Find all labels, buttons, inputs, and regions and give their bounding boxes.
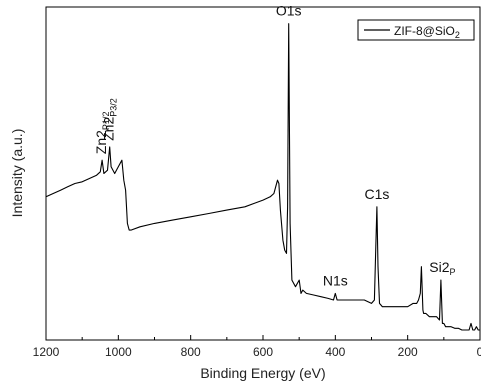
x-axis-ticks: 1200 1000 800 600 400 200 0 <box>33 335 481 359</box>
peak-label-o1s: O1s <box>276 3 302 19</box>
x-tick-label: 200 <box>398 345 418 359</box>
x-tick-label: 800 <box>181 345 201 359</box>
legend: ZIF-8@SiO2 <box>357 19 475 41</box>
x-tick-label: 1200 <box>33 345 60 359</box>
x-axis-title: Binding Energy (eV) <box>200 365 325 381</box>
series-line-zif8-sio2 <box>45 23 480 331</box>
peak-label-n1s: N1s <box>323 272 348 288</box>
x-tick-label: 600 <box>253 345 273 359</box>
x-tick-label: 0 <box>477 345 481 359</box>
peak-label-zn2-p3-2: Zn2P3/2 <box>101 98 119 141</box>
legend-box <box>357 19 475 41</box>
x-tick-label: 1000 <box>105 345 132 359</box>
peak-label-zn2-p1-2: Zn2P1/2 <box>93 112 111 155</box>
x-tick-label: 400 <box>325 345 345 359</box>
peak-label-c1s: C1s <box>364 186 389 202</box>
legend-label: ZIF-8@SiO2 <box>394 24 460 40</box>
peak-label-si2-p: Si2P <box>429 259 455 277</box>
y-axis-title: Intensity (a.u.) <box>9 129 25 218</box>
plot-frame <box>45 6 481 341</box>
